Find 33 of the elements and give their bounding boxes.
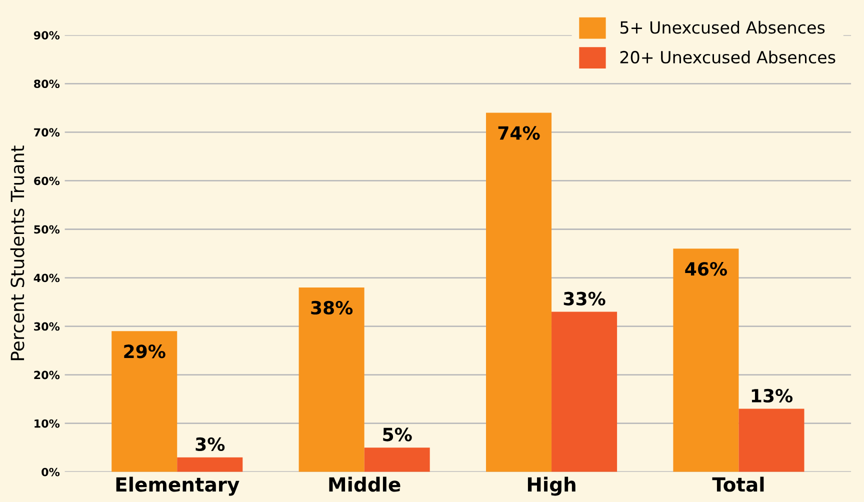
data-label: 5% <box>383 428 412 442</box>
y-tick-label: 50% <box>34 225 60 234</box>
y-tick-label: 90% <box>34 31 60 40</box>
data-label: 38% <box>311 300 353 315</box>
y-tick-label: 60% <box>34 176 60 186</box>
bar <box>673 248 739 472</box>
bar <box>486 112 552 472</box>
y-tick-label: 40% <box>34 274 60 282</box>
y-tick-label: 10% <box>34 419 60 428</box>
x-tick-label: Total <box>712 476 764 492</box>
data-label: 46% <box>685 262 727 276</box>
y-axis-title: Percent Students Truant <box>10 146 24 360</box>
x-tick-label: Elementary <box>116 476 240 496</box>
bar <box>552 312 618 472</box>
y-tick-label: 20% <box>34 370 60 380</box>
data-label: 29% <box>124 344 166 358</box>
x-tick-label: High <box>528 476 576 496</box>
x-tick-label: Middle <box>329 476 400 492</box>
bar <box>112 331 178 472</box>
bar <box>364 448 430 472</box>
bar <box>298 287 364 472</box>
legend-label: 5+ Unexcused Absences <box>620 20 825 34</box>
y-tick-label: 30% <box>34 322 60 331</box>
bar <box>177 457 243 472</box>
y-tick-label: 80% <box>34 80 60 88</box>
bar <box>738 408 804 472</box>
y-tick-label: 0% <box>42 468 60 476</box>
data-label: 33% <box>564 292 606 306</box>
y-tick-label: 70% <box>34 128 60 137</box>
data-label: 13% <box>752 388 793 403</box>
data-label: 74% <box>498 126 540 140</box>
data-label: 3% <box>196 437 225 452</box>
legend-label: 20+ Unexcused Absences <box>620 50 836 64</box>
